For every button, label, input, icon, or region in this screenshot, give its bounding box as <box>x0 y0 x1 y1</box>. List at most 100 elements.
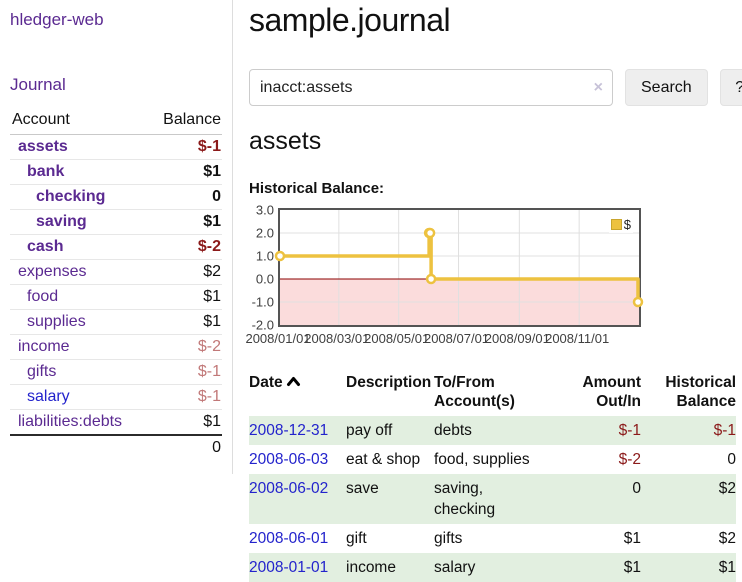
register-header-accounts: To/From Account(s) <box>434 374 515 410</box>
account-link[interactable]: checking <box>36 188 106 205</box>
search-button[interactable]: Search <box>625 69 708 106</box>
transaction-date-link[interactable]: 2008-01-01 <box>249 559 329 576</box>
sidebar-nav: Journal <box>10 75 222 109</box>
sidebar-item-journal[interactable]: Journal <box>10 75 66 94</box>
account-balance: $-1 <box>147 359 222 385</box>
account-link[interactable]: saving <box>36 213 87 230</box>
account-balance: $-2 <box>147 234 222 260</box>
x-tick-label: 2008/05/01 <box>364 331 430 346</box>
account-balance: $1 <box>147 209 222 235</box>
account-link[interactable]: income <box>18 338 70 355</box>
y-tick-label: -2.0 <box>251 317 274 333</box>
account-balance: $1 <box>147 159 222 185</box>
transaction-accounts-cell: gifts <box>434 530 463 547</box>
transaction-date-cell: 2008-06-03 <box>249 445 346 474</box>
legend-swatch-icon <box>610 219 622 230</box>
account-link[interactable]: food <box>27 288 59 305</box>
app-title-link[interactable]: hledger-web <box>10 10 104 29</box>
main-pane: sample.journal × Search ? assets Histori… <box>233 0 742 582</box>
chart-label: Historical Balance: <box>249 180 385 197</box>
register-header-date[interactable]: Date <box>249 371 346 416</box>
account-row: liabilities:debts $1 <box>10 409 222 435</box>
account-row: supplies $1 <box>10 309 222 335</box>
chart-svg <box>274 210 644 325</box>
account-link[interactable]: expenses <box>18 263 87 280</box>
account-row: income $-2 <box>10 334 222 360</box>
transaction-row: 2008-06-01 gift gifts $1 $2 <box>249 524 736 553</box>
transaction-balance-cell: $1 <box>641 553 736 582</box>
accounts-total-value: 0 <box>147 434 222 460</box>
legend-label: $ <box>623 217 631 232</box>
transaction-description-cell: income <box>346 553 434 582</box>
clear-search-icon[interactable]: × <box>593 78 603 96</box>
transaction-accounts-cell: salary <box>434 553 541 582</box>
page-title: sample.journal <box>249 2 451 38</box>
transaction-row: 2008-06-02 save saving, checking 0 $2 <box>249 474 736 524</box>
transaction-amount-cell: 0 <box>541 474 641 524</box>
transaction-row: 2008-06-03 eat & shop food, supplies $-2 0 <box>249 445 736 474</box>
account-link[interactable]: liabilities:debts <box>18 413 123 430</box>
help-button[interactable]: ? <box>719 69 742 106</box>
account-link[interactable]: gifts <box>27 363 57 380</box>
transaction-description-cell: eat & shop <box>346 451 421 468</box>
register-header-description: Description <box>346 374 432 391</box>
transaction-amount-cell: $1 <box>541 553 641 582</box>
transaction-balance-cell: 0 <box>727 451 736 468</box>
y-tick-label: 3.0 <box>255 202 274 218</box>
x-tick-label: 2008/11/01 <box>545 331 610 346</box>
account-balance: $1 <box>147 284 222 310</box>
account-link[interactable]: supplies <box>27 313 86 330</box>
accounts-table-body: assets $-1 bank $1 checking 0 saving $1 cash $-2 e… <box>10 135 222 435</box>
register-table: Date Description To/From Account(s) Amou… <box>249 371 736 582</box>
chart-y-axis-labels: 3.0 2.0 1.0 0.0 -1.0 -2.0 <box>249 203 278 333</box>
x-tick-label: 2008/09/01 <box>484 331 550 346</box>
transaction-description-cell: gift <box>346 530 367 547</box>
account-row: assets $-1 <box>10 135 222 160</box>
account-row: gifts $-1 <box>10 359 222 385</box>
transaction-accounts-cell: debts <box>434 416 541 445</box>
accounts-header-balance: Balance <box>147 109 222 135</box>
transaction-date-link[interactable]: 2008-06-03 <box>249 451 329 468</box>
account-row: cash $-2 <box>10 234 222 260</box>
search-form: × Search ? <box>249 69 742 106</box>
account-balance: 0 <box>147 184 222 210</box>
account-row: expenses $2 <box>10 259 222 285</box>
search-input[interactable] <box>249 69 613 106</box>
transaction-accounts-cell: food, supplies <box>434 451 530 468</box>
date-header-label: Date <box>249 374 283 391</box>
transaction-amount-cell: $-1 <box>541 416 641 445</box>
account-link[interactable]: assets <box>18 138 68 155</box>
account-balance: $-2 <box>147 334 222 360</box>
accounts-header-account: Account <box>10 109 148 135</box>
x-tick-label: 2008/01/01 <box>245 331 311 346</box>
register-header-balance: Historical Balance <box>665 374 736 410</box>
account-row: bank $1 <box>10 159 222 185</box>
account-link[interactable]: salary <box>27 388 70 405</box>
register-table-body: 2008-12-31 pay off debts $-1 $-1 2008-06-03 ea… <box>249 416 736 582</box>
account-link[interactable]: bank <box>27 163 65 180</box>
historical-balance-chart: 3.0 2.0 1.0 0.0 -1.0 -2.0 $ 2008/01/01 2008/03… <box>245 203 742 351</box>
transaction-date-link[interactable]: 2008-06-01 <box>249 530 329 547</box>
account-link[interactable]: cash <box>27 238 64 255</box>
transaction-date-cell: 2008-06-01 <box>249 524 346 553</box>
accounts-total-row: 0 <box>10 434 222 460</box>
account-balance: $1 <box>147 309 222 335</box>
transaction-balance-cell: $-1 <box>641 416 736 445</box>
sort-ascending-icon <box>286 373 301 392</box>
search-box: × <box>249 69 613 106</box>
accounts-table: Account Balance assets $-1 bank $1 checking 0… <box>10 109 222 460</box>
y-tick-label: 1.0 <box>255 248 274 264</box>
register-header-row: Date Description To/From Account(s) Amou… <box>249 371 736 416</box>
chart-x-axis-labels: 2008/01/01 2008/03/01 2008/05/01 2008/07/01… <box>245 331 641 351</box>
register-header-amount: Amount Out/In <box>582 374 641 410</box>
account-row: checking 0 <box>10 184 222 210</box>
y-tick-label: 2.0 <box>255 225 274 241</box>
transaction-amount-cell: $1 <box>623 530 641 547</box>
transaction-row: 2008-12-31 pay off debts $-1 $-1 <box>249 416 736 445</box>
account-balance: $1 <box>147 409 222 435</box>
transaction-date-link[interactable]: 2008-06-02 <box>249 480 329 497</box>
transaction-date-link[interactable]: 2008-12-31 <box>249 422 329 439</box>
account-row: food $1 <box>10 284 222 310</box>
x-tick-label: 2008/03/01 <box>304 331 370 346</box>
